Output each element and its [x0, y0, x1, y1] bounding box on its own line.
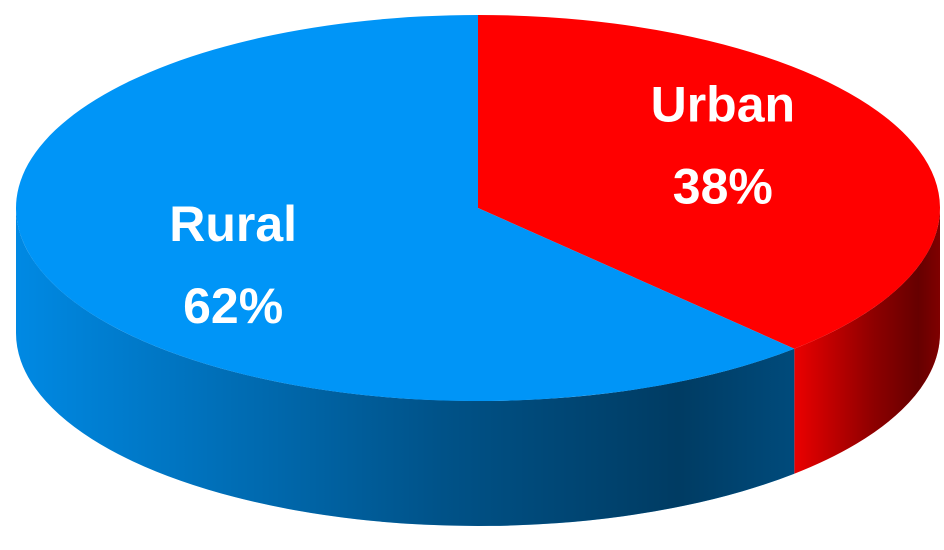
- slice-value-label: 62%: [183, 278, 283, 334]
- slice-label: Urban: [651, 77, 795, 133]
- pie-sides: [16, 208, 940, 526]
- slice: [15, 15, 795, 401]
- slice-side-shade: [794, 208, 940, 474]
- slice-side-shade: [16, 208, 795, 526]
- slice-label: Rural: [169, 196, 297, 252]
- pie-labels: Urban 38% Rural 62%: [169, 77, 795, 334]
- slice: [478, 15, 940, 349]
- pie-tops: [15, 15, 940, 401]
- slice-value-label: 38%: [673, 159, 773, 215]
